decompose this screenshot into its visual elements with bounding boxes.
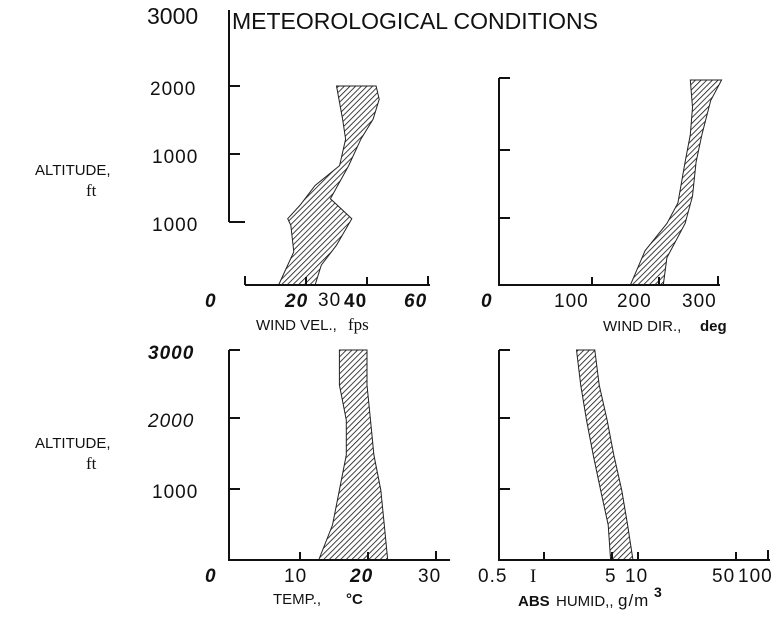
altitude-unit-bottom: ft [86, 454, 97, 473]
temperature-band [317, 349, 389, 561]
temperature-y-tick: 2000 [147, 411, 194, 432]
wind-velocity-x-label: WIND VEL., [256, 317, 337, 334]
wind-velocity-band [277, 85, 380, 286]
temperature-y-tick: 1000 [152, 482, 198, 503]
wind-direction-axes [498, 77, 720, 286]
wind-direction-x-tick: 0 [481, 291, 493, 312]
temperature-x-tick: 0 [205, 566, 217, 587]
figure-title: METEOROLOGICAL CONDITIONS [232, 8, 598, 34]
wind-velocity-x-tick: 40 [344, 291, 367, 312]
abs-humidity-x-tick: 10 [625, 566, 648, 587]
altitude-label-bottom: ALTITUDE, [35, 435, 111, 452]
abs-humidity-x-label-2: HUMID,, [556, 593, 614, 610]
wind-velocity-y-tick: 1000 [152, 147, 198, 168]
wind-velocity-x-tick: 60 [404, 291, 427, 312]
abs-humidity-axes [498, 349, 770, 561]
abs-humidity-x-unit: g/m [618, 591, 649, 610]
panel-temperature: 3000 2000 1000 0 10 20 30 TEMP., °C [147, 343, 450, 608]
temperature-x-label: TEMP., [273, 591, 321, 608]
wind-direction-x-unit: deg [700, 318, 727, 335]
panel-abs-humidity: 0.5 I 5 10 50 100 ABS HUMID,, g/m 3 [478, 349, 773, 610]
wind-direction-x-tick: 100 [554, 291, 589, 312]
wind-direction-x-label: WIND DIR., [603, 318, 681, 335]
wind-velocity-y-tick: 2000 [150, 79, 196, 100]
abs-humidity-x-tick: I [530, 566, 536, 587]
wind-velocity-x-unit: fps [348, 315, 369, 334]
panel-wind-direction: 0 100 200 300 WIND DIR., deg [481, 77, 727, 335]
wind-direction-x-tick: 300 [682, 291, 717, 312]
temperature-y-tick: 3000 [148, 343, 194, 364]
title-overlap-fragment: 3000 [147, 3, 198, 29]
wind-velocity-axis-left [228, 10, 245, 223]
temperature-axes [228, 349, 450, 561]
temperature-x-tick: 20 [349, 566, 373, 587]
abs-humidity-x-label: ABS [518, 593, 550, 610]
wind-velocity-x-tick: 20 [284, 291, 308, 312]
abs-humidity-x-unit-sup: 3 [654, 584, 663, 600]
altitude-label-top: ALTITUDE, [35, 162, 111, 179]
wind-direction-x-tick: 200 [617, 291, 652, 312]
temperature-x-tick: 10 [284, 566, 307, 587]
temperature-x-tick: 30 [418, 566, 441, 587]
wind-velocity-extra-tick: 30 [318, 290, 341, 311]
wind-velocity-axis-bottom [244, 276, 430, 286]
abs-humidity-x-tick: 5 [605, 566, 617, 587]
temperature-x-unit: °C [346, 591, 363, 608]
wind-velocity-x-tick: 0 [205, 291, 217, 312]
abs-humidity-x-tick: 100 [738, 566, 773, 587]
altitude-unit-top: ft [86, 181, 97, 200]
abs-humidity-x-tick: 0.5 [478, 566, 507, 587]
panel-wind-velocity: 2000 1000 1000 0 20 30 40 60 WIND VEL., … [150, 10, 430, 334]
wind-direction-band [629, 79, 723, 286]
abs-humidity-band [575, 349, 634, 561]
wind-velocity-y-tick: 1000 [152, 215, 198, 236]
abs-humidity-x-tick: 50 [712, 566, 735, 587]
